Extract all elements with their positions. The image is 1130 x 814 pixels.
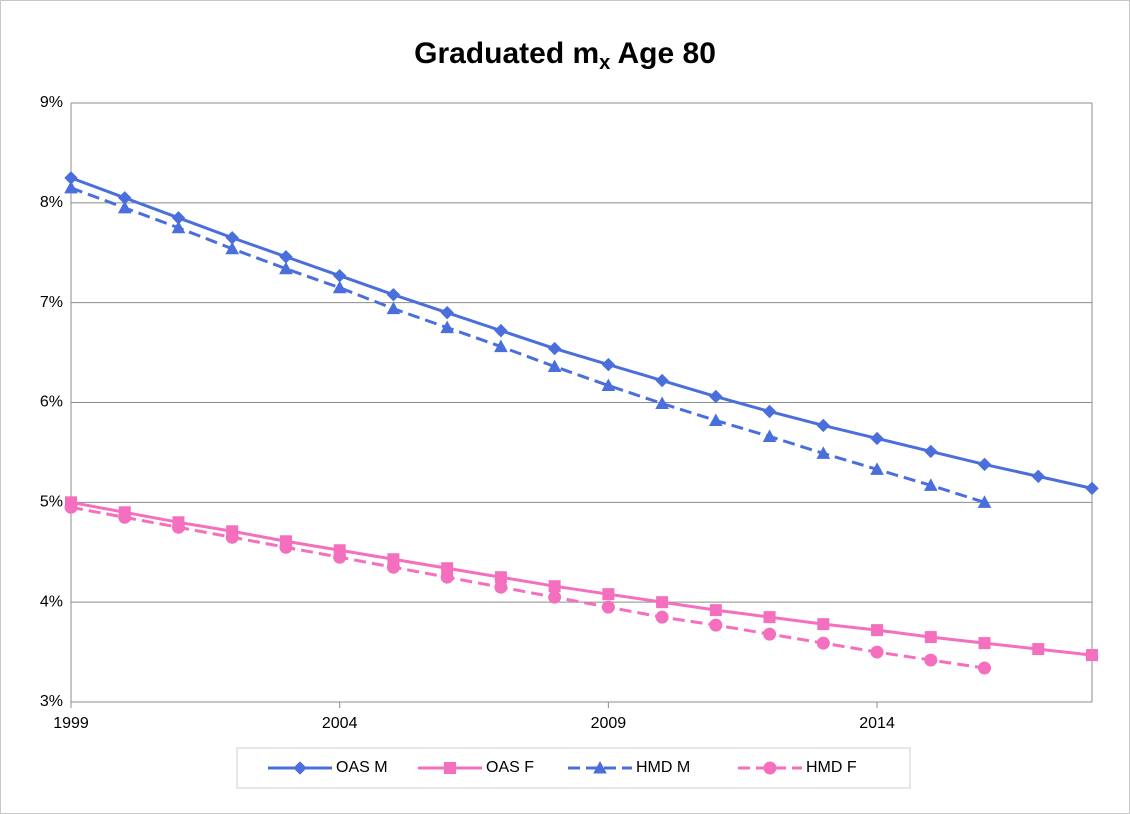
series-line [70,505,985,670]
marker-triangle [494,339,508,353]
marker-triangle [655,396,669,409]
legend-label: OAS F [486,759,534,776]
marker-diamond [655,373,669,388]
marker-circle [870,645,884,659]
marker-diamond [762,404,777,419]
y-tick-label: 9% [40,94,63,111]
marker-square [602,588,615,601]
marker-circle [655,610,669,624]
title-suffix: Age 80 [610,37,716,70]
marker-triangle [593,760,607,774]
marker-circle [763,761,777,775]
legend-label: HMD F [806,759,857,776]
marker-circle [118,510,132,524]
legend-label: HMD M [636,759,690,776]
marker-triangle [762,429,777,442]
marker-triangle [977,495,992,508]
marker-diamond [1031,469,1045,484]
marker-circle [601,600,615,614]
marker-square [709,604,722,617]
marker-square [871,624,884,637]
marker-circle [333,550,347,564]
marker-triangle [386,301,401,315]
marker-triangle [547,359,562,373]
legend-label: OAS M [336,759,388,776]
marker-diamond [293,761,307,775]
marker-diamond [709,389,723,404]
legend: OAS M OAS F HMD M HMD F [236,747,911,789]
marker-circle [171,520,185,534]
chart-title: Graduated mx Age 80 [414,37,716,74]
marker-diamond [547,341,562,356]
marker-circle [709,618,723,632]
y-tick-label: 7% [40,294,63,311]
marker-square [1086,649,1098,662]
series-line [70,176,1093,490]
marker-circle [494,580,508,594]
marker-square [924,631,937,644]
marker-diamond [816,418,831,433]
marker-triangle [225,241,240,255]
marker-circle [816,636,830,650]
marker-triangle [332,280,347,294]
marker-circle [64,500,78,514]
marker-triangle [708,413,723,426]
title-subscript: x [599,52,610,74]
marker-circle [225,530,239,544]
x-tick-label: 1999 [53,715,89,732]
y-tick-label: 4% [40,593,63,610]
marker-circle [548,590,562,604]
series-line [70,500,1093,657]
y-tick-label: 3% [40,693,63,710]
y-tick-label: 6% [40,394,63,411]
marker-diamond [870,431,884,446]
marker-circle [279,540,293,554]
y-tick-label: 5% [40,494,63,511]
y-tick-label: 8% [40,194,63,211]
marker-triangle [117,200,132,214]
marker-square [1032,643,1045,656]
marker-diamond [494,323,508,338]
series-line [70,186,985,504]
x-tick-label: 2009 [591,715,627,732]
marker-diamond [1085,481,1099,496]
marker-triangle [279,261,293,275]
marker-square [817,618,830,631]
marker-square [444,762,456,774]
marker-triangle [870,462,884,475]
marker-circle [924,653,938,667]
marker-diamond [977,457,992,472]
x-tick-label: 2004 [322,715,358,732]
marker-triangle [440,320,455,334]
title-main: Graduated m [414,37,599,70]
marker-circle [440,570,454,584]
marker-triangle [816,446,831,459]
x-tick-label: 2014 [859,715,895,732]
marker-circle [386,560,400,574]
marker-triangle [923,478,938,491]
marker-triangle [171,220,186,234]
marker-square [763,611,776,624]
marker-diamond [440,305,454,320]
marker-diamond [386,287,401,302]
marker-diamond [601,357,616,372]
marker-triangle [64,180,78,194]
marker-square [656,596,669,609]
marker-circle [763,627,777,641]
marker-square [978,637,991,650]
marker-circle [978,661,992,675]
marker-square [548,580,561,593]
marker-triangle [601,378,616,392]
marker-diamond [924,444,938,459]
